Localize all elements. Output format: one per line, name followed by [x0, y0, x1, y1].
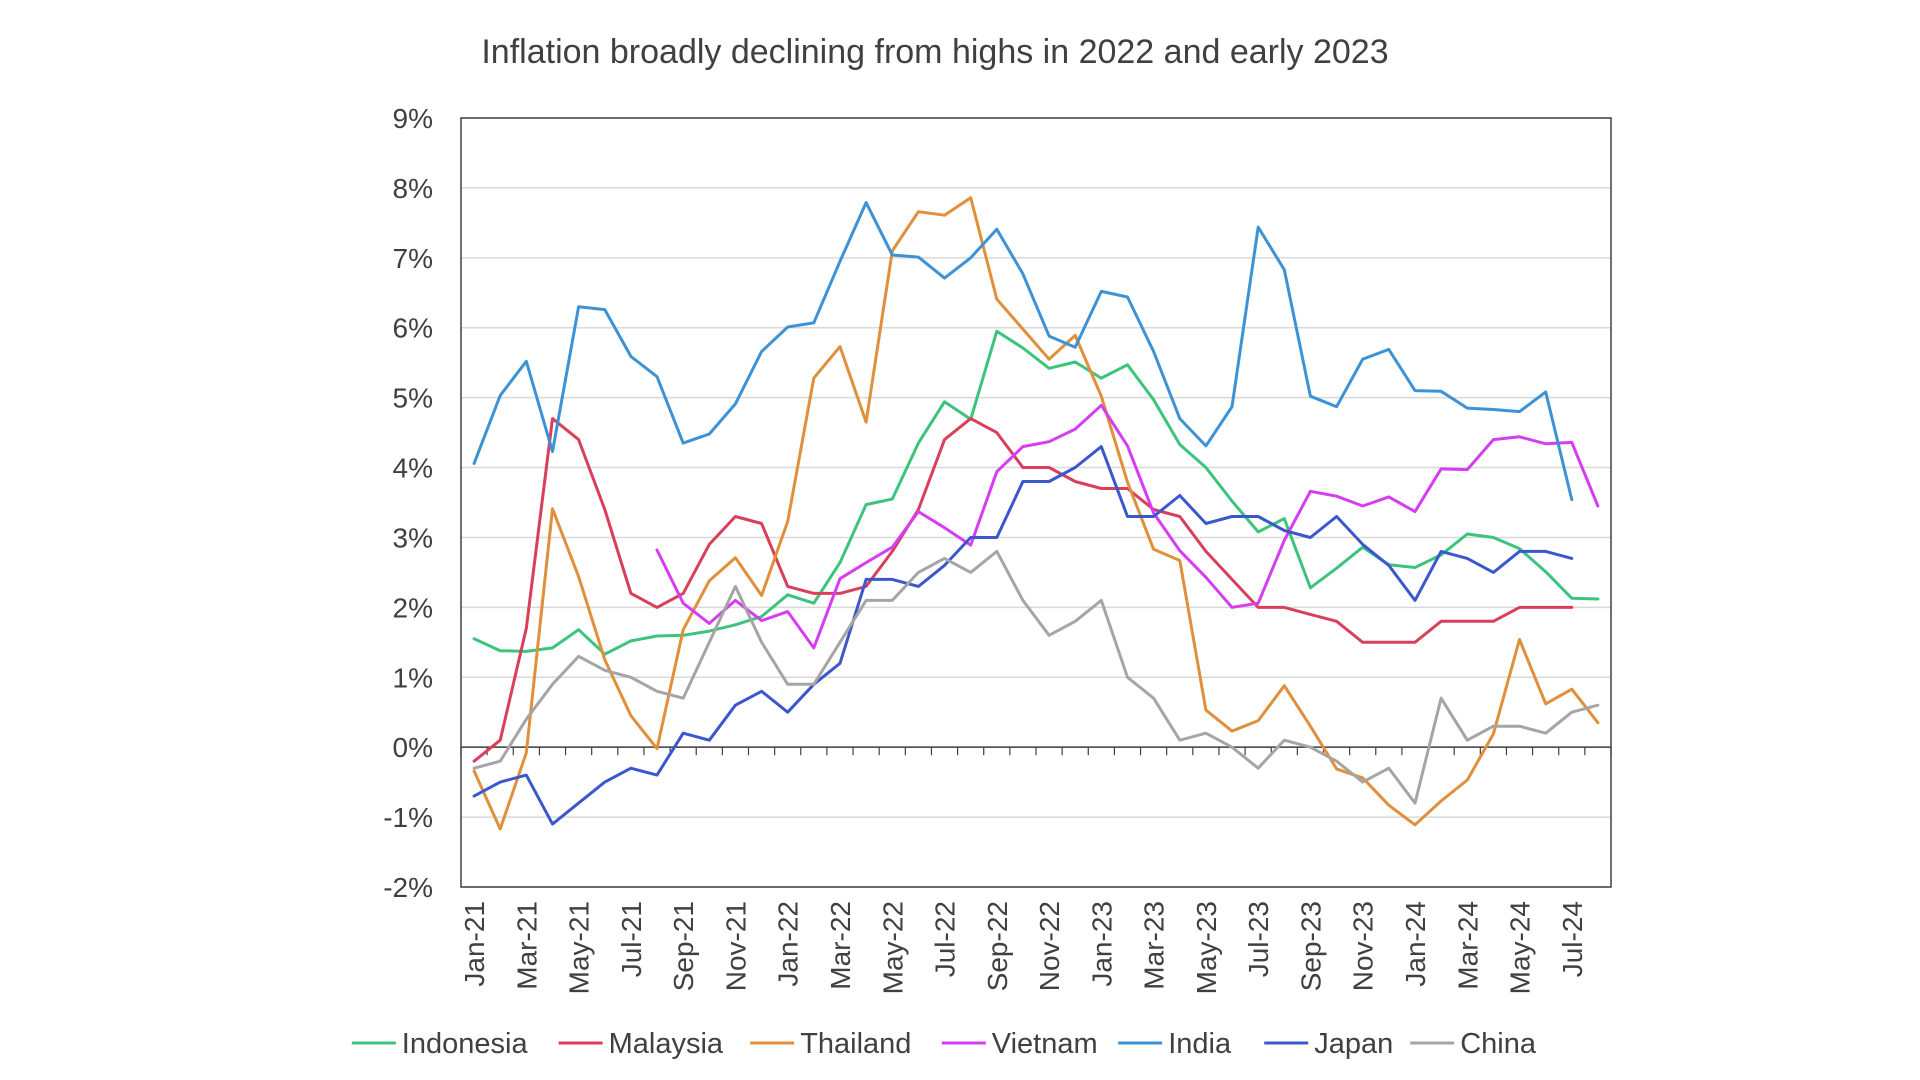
legend: Indonesia Malaysia Thailand Vietnam India Jap… — [351, 1028, 1537, 1060]
x-tick-label: Jan-22 — [773, 901, 804, 987]
x-tick-label: Jul-23 — [1243, 901, 1274, 977]
x-tick-label: Sep-23 — [1295, 901, 1326, 991]
legend-item-malaysia: Malaysia — [558, 1028, 724, 1060]
legend-item-japan: Japan — [1264, 1028, 1393, 1060]
x-tick-label: Nov-21 — [720, 901, 751, 991]
series-line-thailand — [472, 196, 1600, 831]
y-tick-label: -1% — [383, 802, 433, 833]
x-tick-label: Mar-23 — [1139, 901, 1170, 990]
legend-item-india: India — [1118, 1028, 1232, 1060]
legend-item-indonesia: Indonesia — [351, 1028, 529, 1060]
x-tick-label: Mar-22 — [825, 901, 856, 990]
x-tick-label: Sep-22 — [982, 901, 1013, 991]
series-line-vietnam — [655, 403, 1600, 650]
legend-item-thailand: Thailand — [750, 1028, 911, 1060]
y-tick-label: 4% — [393, 453, 433, 484]
x-tick-label: Mar-24 — [1452, 901, 1483, 990]
series-line-india — [472, 201, 1574, 502]
y-tick-label: 9% — [393, 103, 433, 134]
y-tick-label: 5% — [393, 383, 433, 414]
x-tick-label: May-24 — [1505, 901, 1536, 994]
x-tick-label: Sep-21 — [668, 901, 699, 991]
legend-label: Vietnam — [992, 1028, 1098, 1060]
legend-label: Thailand — [800, 1028, 911, 1060]
series-line-china — [472, 549, 1600, 805]
y-tick-label: 1% — [393, 662, 433, 693]
y-tick-label: 3% — [393, 522, 433, 553]
x-tick-label: May-22 — [877, 901, 908, 994]
chart-title: Inflation broadly declining from highs i… — [481, 33, 1388, 71]
series-line-malaysia — [472, 417, 1574, 763]
y-tick-label: -2% — [383, 872, 433, 903]
x-tick-label: May-21 — [564, 901, 595, 994]
x-tick-label: Mar-21 — [511, 901, 542, 990]
x-tick-label: Jul-22 — [930, 901, 961, 977]
y-tick-label: 7% — [393, 243, 433, 274]
series-lines — [472, 196, 1600, 831]
x-tick-label: Jan-24 — [1400, 901, 1431, 987]
y-tick-label: 6% — [393, 313, 433, 344]
legend-label: Malaysia — [609, 1028, 724, 1060]
legend-item-vietnam: Vietnam — [941, 1028, 1098, 1060]
y-tick-label: 2% — [393, 592, 433, 623]
legend-label: Japan — [1314, 1028, 1393, 1060]
x-tick-label: Nov-23 — [1348, 901, 1379, 991]
legend-item-china: China — [1410, 1028, 1537, 1060]
axes: -2% -1% 0% 1% 2% 3% 4% 5% 6% 7% 8% 9% Jan-21 Mar-21 Ma… — [383, 103, 1612, 994]
x-tick-label: May-23 — [1191, 901, 1222, 994]
y-tick-label: 8% — [393, 173, 433, 204]
x-tick-label: Nov-22 — [1034, 901, 1065, 991]
series-line-japan — [472, 445, 1574, 826]
x-tick-label: Jul-21 — [616, 901, 647, 977]
gridlines — [461, 117, 1611, 888]
y-tick-label: 0% — [393, 732, 433, 763]
legend-label: China — [1460, 1028, 1537, 1060]
x-tick-label: Jan-23 — [1086, 901, 1117, 987]
series-line-indonesia — [472, 329, 1600, 656]
legend-label: Indonesia — [402, 1028, 529, 1060]
x-tick-label: Jan-21 — [459, 901, 490, 987]
plot-border — [460, 117, 1612, 888]
legend-label: India — [1168, 1028, 1232, 1060]
x-tick-label: Jul-24 — [1557, 901, 1588, 977]
